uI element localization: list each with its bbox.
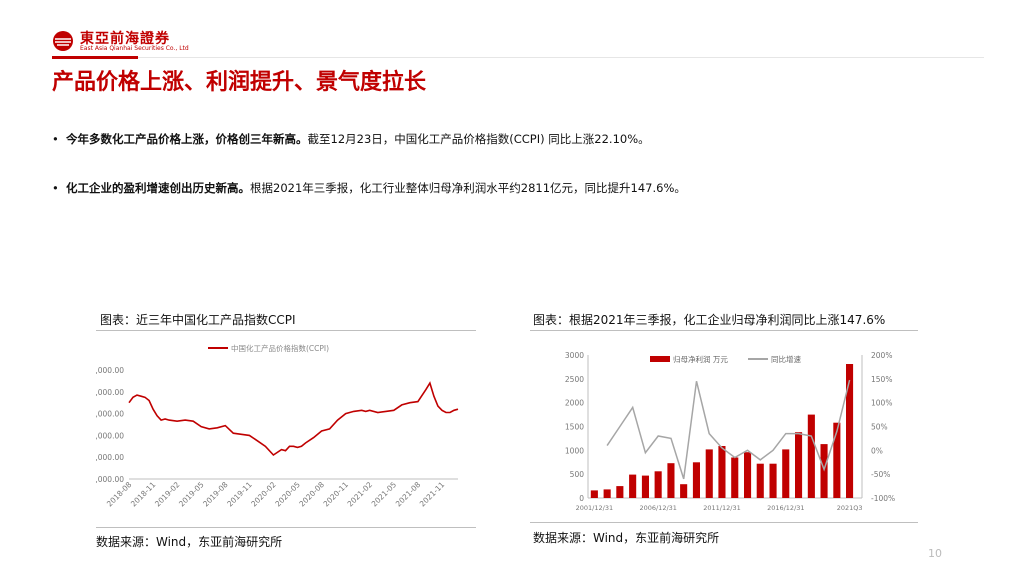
bullet-text: 截至12月23日，中国化工产品价格指数(CCPI) 同比上涨22.10%。 bbox=[307, 132, 650, 146]
x-tick-label: 2018-08 bbox=[105, 480, 134, 509]
x-tick-label: 2019-02 bbox=[153, 480, 182, 509]
legend-swatch-profit bbox=[650, 356, 670, 362]
x-tick-label: 2020-11 bbox=[322, 480, 351, 509]
profit-bar bbox=[846, 364, 854, 498]
brand-name-en: East Asia Qianhai Securities Co., Ltd bbox=[80, 45, 189, 52]
x-tick-label: 2006/12/31 bbox=[639, 504, 676, 512]
x-tick-label: 2018-11 bbox=[129, 480, 158, 509]
brand-logo-icon bbox=[53, 31, 73, 51]
profit-bar bbox=[795, 432, 803, 498]
profit-bar bbox=[756, 463, 764, 498]
left-source-rule bbox=[96, 527, 476, 528]
profit-bar bbox=[718, 446, 726, 498]
profit-bar bbox=[641, 475, 649, 498]
growth-series-line bbox=[606, 379, 851, 480]
y-tick-label: 7,000.00 bbox=[96, 366, 124, 375]
y-right-tick-label: -100% bbox=[871, 494, 895, 503]
right-caption-rule bbox=[530, 330, 918, 331]
x-tick-label: 2021-02 bbox=[346, 480, 375, 509]
x-tick-label: 2001/12/31 bbox=[576, 504, 613, 512]
right-source-rule bbox=[530, 522, 918, 523]
bullet-bold-text: 今年多数化工产品价格上涨，价格创三年新高。 bbox=[66, 132, 308, 146]
profit-bar bbox=[731, 457, 739, 498]
profit-bar bbox=[782, 449, 790, 498]
right-chart-caption: 图表：根据2021年三季报，化工企业归母净利润同比上涨147.6% bbox=[533, 313, 886, 327]
page-title: 产品价格上涨、利润提升、景气度拉长 bbox=[52, 70, 427, 95]
ccpi-line-chart: 中国化工产品价格指数(CCPI) 7,000.00 6,000.00 5,000.00… bbox=[96, 343, 459, 509]
y-left-tick-label: 3000 bbox=[565, 351, 584, 360]
profit-combo-chart: 归母净利润 万元 同比增速 3000 2500 2000 1500 1000 500 0 200%… bbox=[565, 351, 895, 512]
bullet-dot: • bbox=[52, 181, 59, 195]
profit-bar bbox=[833, 422, 841, 498]
profit-bar bbox=[667, 463, 675, 498]
x-tick-label: 2019-05 bbox=[177, 480, 206, 509]
y-right-tick-label: -50% bbox=[871, 470, 890, 479]
ccpi-series-line bbox=[128, 381, 459, 457]
y-right-tick-label: 200% bbox=[871, 351, 892, 360]
profit-bar bbox=[629, 474, 637, 498]
x-tick-label: 2019-08 bbox=[201, 480, 230, 509]
x-tick-label: 2016/12/31 bbox=[767, 504, 804, 512]
profit-bar bbox=[654, 471, 662, 498]
profit-bar bbox=[616, 486, 624, 498]
x-tick-label: 2021-08 bbox=[394, 480, 423, 509]
page-number: 10 bbox=[928, 547, 942, 560]
y-tick-label: 3,000.00 bbox=[96, 453, 124, 462]
y-right-tick-label: 100% bbox=[871, 399, 892, 408]
header-divider bbox=[52, 57, 984, 58]
y-left-tick-label: 1500 bbox=[565, 423, 584, 432]
profit-bar bbox=[807, 414, 815, 498]
x-tick-label: 2020-05 bbox=[273, 480, 302, 509]
x-tick-label: 2011/12/31 bbox=[703, 504, 740, 512]
y-left-tick-label: 2500 bbox=[565, 375, 584, 384]
bullet-dot: • bbox=[52, 132, 59, 146]
x-tick-label: 2020-08 bbox=[297, 480, 326, 509]
y-right-tick-label: 0% bbox=[871, 446, 883, 455]
y-right-tick-label: 50% bbox=[871, 423, 888, 432]
profit-bar bbox=[692, 462, 700, 499]
profit-bar bbox=[590, 490, 598, 498]
y-tick-label: 6,000.00 bbox=[96, 388, 124, 397]
legend-label-growth: 同比增速 bbox=[771, 354, 801, 364]
legend-label-ccpi: 中国化工产品价格指数(CCPI) bbox=[231, 343, 329, 353]
profit-bar bbox=[769, 463, 777, 498]
legend-label-profit: 归母净利润 万元 bbox=[673, 354, 728, 364]
brand-name-cn: 東亞前海證券 bbox=[80, 31, 170, 47]
y-tick-label: 2,000.00 bbox=[96, 475, 124, 484]
y-right-tick-label: 150% bbox=[871, 375, 892, 384]
bullet-item: • 化工企业的盈利增速创出历史新高。根据2021年三季报，化工行业整体归母净利润水… bbox=[52, 180, 686, 196]
x-tick-label: 2021-05 bbox=[370, 480, 399, 509]
x-tick-label: 2021Q3 bbox=[837, 504, 863, 512]
y-left-tick-label: 500 bbox=[570, 470, 585, 479]
bullet-item: • 今年多数化工产品价格上涨，价格创三年新高。截至12月23日，中国化工产品价格指… bbox=[52, 131, 650, 147]
x-tick-label: 2021-11 bbox=[418, 480, 447, 509]
y-tick-label: 5,000.00 bbox=[96, 410, 124, 419]
y-left-tick-label: 1000 bbox=[565, 446, 584, 455]
y-tick-label: 4,000.00 bbox=[96, 431, 124, 440]
bullet-bold-text: 化工企业的盈利增速创出历史新高。 bbox=[66, 181, 250, 195]
profit-bar bbox=[744, 452, 752, 498]
y-left-tick-label: 2000 bbox=[565, 399, 584, 408]
header-accent-bar bbox=[52, 56, 138, 59]
profit-bar bbox=[705, 449, 713, 498]
left-chart-source: 数据来源：Wind，东亚前海研究所 bbox=[96, 535, 283, 549]
left-chart-caption: 图表：近三年中国化工产品指数CCPI bbox=[100, 313, 296, 327]
x-tick-label: 2019-11 bbox=[225, 480, 254, 509]
profit-bar bbox=[680, 484, 688, 498]
profit-bar bbox=[603, 489, 611, 498]
right-chart-source: 数据来源：Wind，东亚前海研究所 bbox=[533, 531, 720, 545]
left-caption-rule bbox=[96, 330, 476, 331]
x-tick-label: 2020-02 bbox=[249, 480, 278, 509]
bullet-text: 根据2021年三季报，化工行业整体归母净利润水平约2811亿元，同比提升147.… bbox=[250, 181, 686, 195]
y-left-tick-label: 0 bbox=[579, 494, 584, 503]
